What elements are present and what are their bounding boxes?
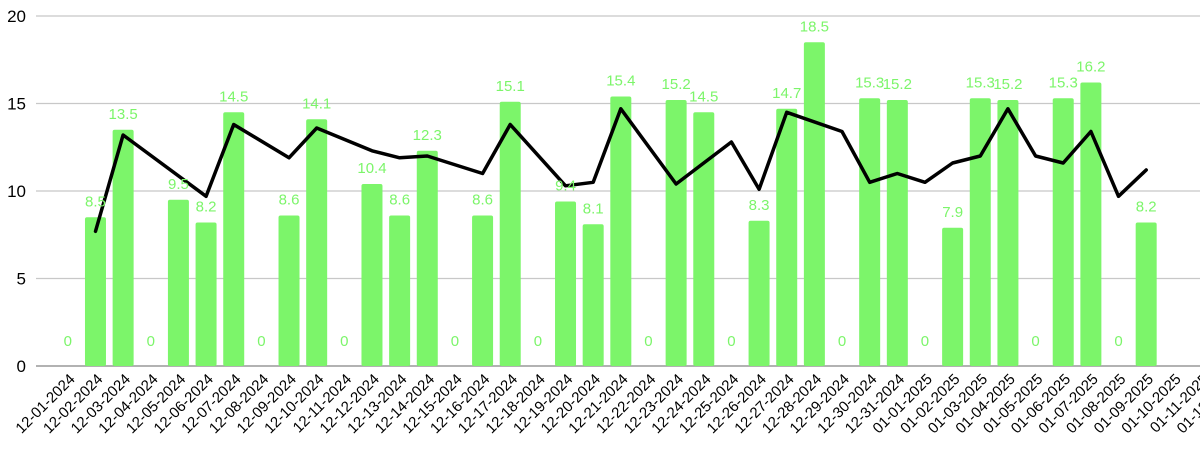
bar <box>195 222 217 366</box>
data-label: 14.7 <box>772 85 801 102</box>
bar <box>223 112 245 366</box>
bar <box>555 201 577 366</box>
bar <box>997 100 1019 366</box>
bar <box>969 98 991 366</box>
data-label: 16.2 <box>1076 59 1105 76</box>
data-label: 15.1 <box>496 78 525 95</box>
data-label: 0 <box>838 333 846 350</box>
y-tick-label: 0 <box>17 357 26 376</box>
data-label: 0 <box>644 333 652 350</box>
data-label: 8.2 <box>196 199 217 216</box>
bar <box>886 100 908 366</box>
bar <box>693 112 715 366</box>
data-label: 8.1 <box>583 200 604 217</box>
data-label: 9.4 <box>555 178 576 195</box>
bar <box>278 215 300 366</box>
data-label: 9.5 <box>168 176 189 193</box>
bar <box>416 150 438 366</box>
data-label: 18.5 <box>800 18 829 35</box>
data-labels: 08.513.509.58.214.508.614.1010.48.612.30… <box>64 18 1157 350</box>
bar <box>1080 82 1102 366</box>
data-label: 0 <box>921 333 929 350</box>
data-label: 0 <box>1114 333 1122 350</box>
data-label: 0 <box>147 333 155 350</box>
data-label: 14.5 <box>689 88 718 105</box>
data-label: 8.6 <box>389 192 410 209</box>
y-tick-label: 10 <box>7 182 26 201</box>
bar <box>610 96 632 366</box>
bar <box>167 199 189 366</box>
y-tick-label: 5 <box>17 270 26 289</box>
bar <box>1052 98 1074 366</box>
bar <box>84 217 106 366</box>
y-axis-ticks: 0 5 10 15 20 <box>7 7 26 376</box>
series-line <box>93 107 1148 234</box>
data-label: 15.2 <box>662 76 691 93</box>
bar <box>389 215 411 366</box>
data-label: 8.3 <box>749 197 770 214</box>
data-label: 13.5 <box>109 106 138 123</box>
y-tick-label: 20 <box>7 7 26 26</box>
y-tick-label: 15 <box>7 95 26 114</box>
data-label: 8.6 <box>472 192 493 209</box>
bar <box>803 42 825 366</box>
data-label: 10.4 <box>357 160 386 177</box>
data-label: 14.5 <box>219 88 248 105</box>
data-label: 7.9 <box>942 204 963 221</box>
bar <box>942 227 964 366</box>
data-label: 8.5 <box>85 193 106 210</box>
bar <box>582 224 604 366</box>
data-label: 8.2 <box>1136 199 1157 216</box>
bar-series <box>84 42 1157 366</box>
data-label: 14.1 <box>302 95 331 112</box>
data-label: 15.3 <box>966 74 995 91</box>
data-label: 15.3 <box>855 74 884 91</box>
bar <box>748 220 770 366</box>
data-label: 0 <box>727 333 735 350</box>
data-label: 0 <box>340 333 348 350</box>
data-label: 12.3 <box>413 127 442 144</box>
data-label: 0 <box>534 333 542 350</box>
data-label: 15.3 <box>1049 74 1078 91</box>
bar <box>859 98 881 366</box>
data-label: 15.2 <box>883 76 912 93</box>
x-axis-ticks: 12-01-202412-02-202412-03-202412-04-2024… <box>12 371 1200 437</box>
bar <box>776 108 798 366</box>
bar <box>499 101 521 366</box>
bar <box>665 100 687 366</box>
data-label: 8.6 <box>279 192 300 209</box>
bar <box>112 129 134 366</box>
data-label: 0 <box>257 333 265 350</box>
data-label: 15.2 <box>993 76 1022 93</box>
data-label: 0 <box>451 333 459 350</box>
bar <box>306 119 328 366</box>
bar <box>361 184 383 366</box>
bar <box>472 215 494 366</box>
data-label: 15.4 <box>606 73 635 90</box>
data-label: 0 <box>1031 333 1039 350</box>
bar <box>1135 222 1157 366</box>
line-series <box>93 107 1148 234</box>
data-label: 0 <box>64 333 72 350</box>
